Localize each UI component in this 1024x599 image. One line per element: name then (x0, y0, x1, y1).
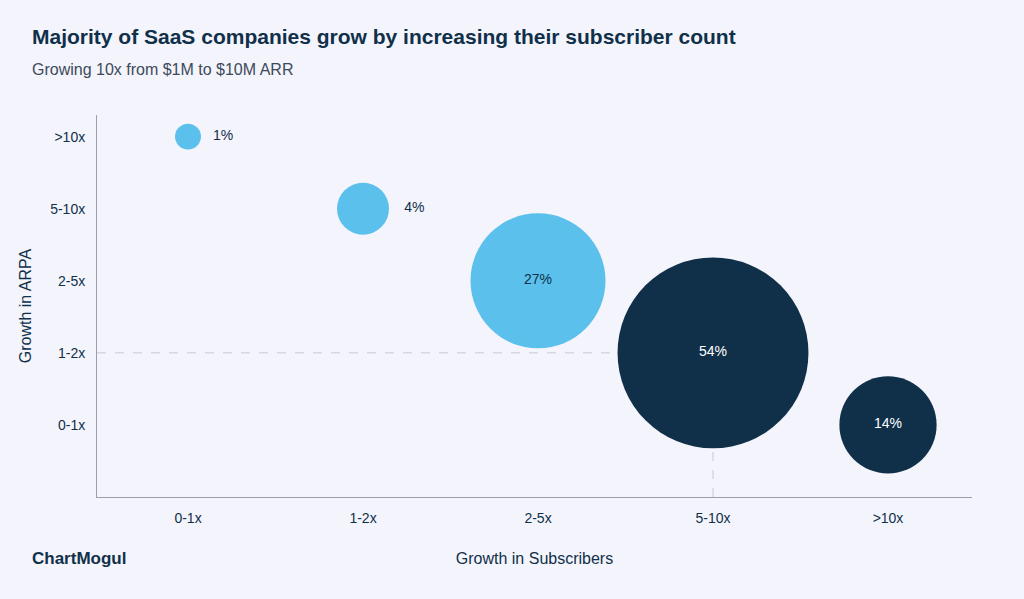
svg-text:ChartMogul: ChartMogul (32, 549, 126, 568)
svg-text:2-5x: 2-5x (58, 273, 85, 289)
svg-text:2-5x: 2-5x (524, 510, 551, 526)
svg-text:1-2x: 1-2x (349, 510, 376, 526)
svg-text:>10x: >10x (54, 129, 85, 145)
svg-text:27%: 27% (524, 271, 552, 287)
svg-text:5-10x: 5-10x (695, 510, 730, 526)
svg-text:Growth in Subscribers: Growth in Subscribers (456, 550, 613, 567)
svg-text:Majority of SaaS companies gro: Majority of SaaS companies grow by incre… (32, 25, 736, 48)
svg-text:0-1x: 0-1x (58, 417, 85, 433)
svg-text:54%: 54% (699, 343, 727, 359)
svg-text:Growing 10x from $1M to $10M A: Growing 10x from $1M to $10M ARR (32, 61, 293, 78)
svg-text:1-2x: 1-2x (58, 345, 85, 361)
svg-text:4%: 4% (396, 199, 424, 215)
svg-text:14%: 14% (874, 415, 902, 431)
svg-text:1%: 1% (205, 127, 233, 143)
svg-text:0-1x: 0-1x (174, 510, 201, 526)
svg-text:Growth in ARPA: Growth in ARPA (17, 248, 34, 363)
svg-text:5-10x: 5-10x (50, 201, 85, 217)
svg-text:>10x: >10x (873, 510, 904, 526)
